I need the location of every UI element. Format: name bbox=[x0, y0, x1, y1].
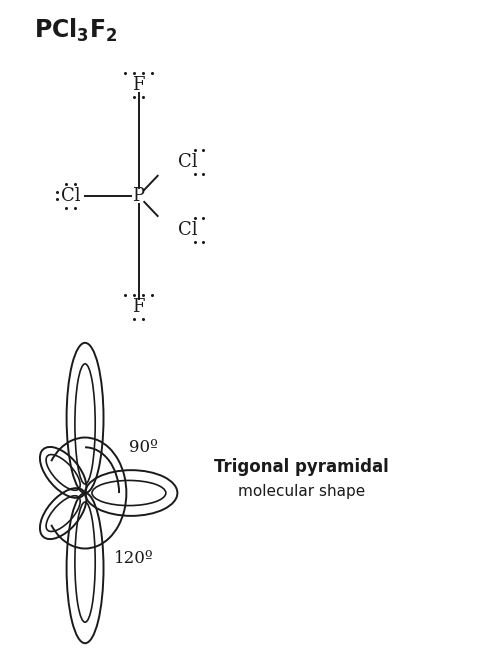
Text: 120º: 120º bbox=[114, 550, 154, 567]
Text: Cl: Cl bbox=[178, 221, 198, 239]
Text: P: P bbox=[133, 187, 144, 205]
Text: Cl: Cl bbox=[178, 153, 198, 171]
Text: F: F bbox=[132, 76, 145, 94]
Text: molecular shape: molecular shape bbox=[238, 485, 365, 499]
Text: Trigonal pyramidal: Trigonal pyramidal bbox=[214, 458, 389, 476]
Text: 90º: 90º bbox=[129, 439, 157, 456]
Text: Cl: Cl bbox=[61, 187, 80, 205]
Text: F: F bbox=[132, 298, 145, 316]
Text: $\mathbf{PCl_3F_2}$: $\mathbf{PCl_3F_2}$ bbox=[34, 16, 118, 44]
